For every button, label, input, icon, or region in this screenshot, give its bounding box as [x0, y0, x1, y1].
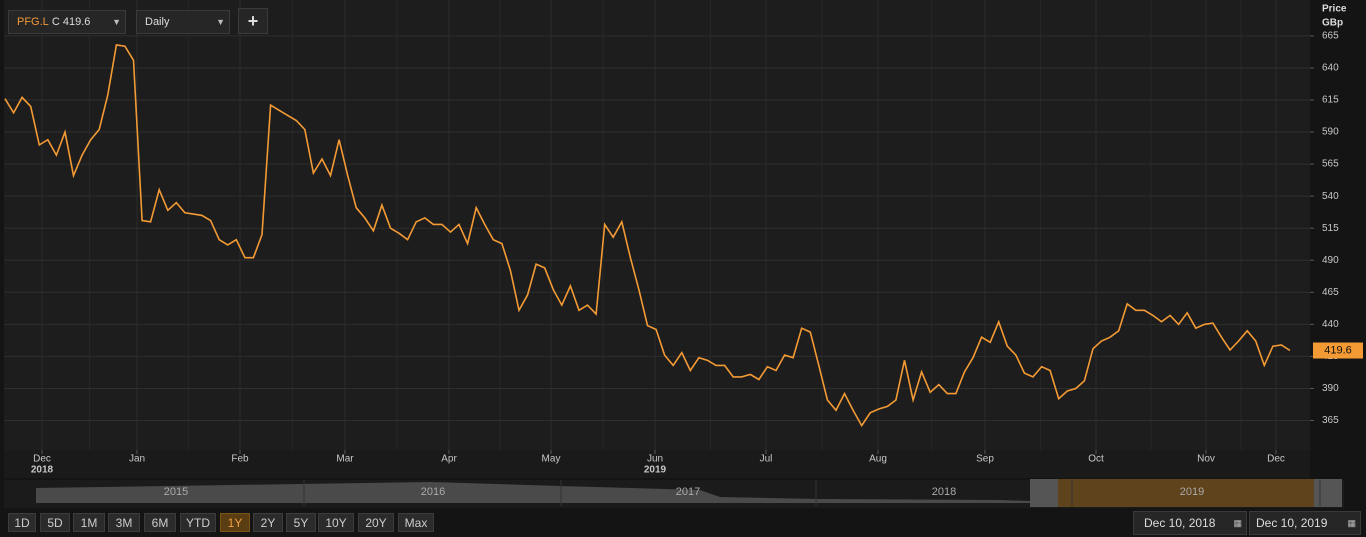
y-tick-label: 490 — [1322, 255, 1339, 266]
navigator-year: 2019 — [1180, 486, 1204, 498]
range-button[interactable]: 1D — [8, 513, 36, 532]
axis-title: GBp — [1322, 18, 1343, 29]
axis-title: Price — [1322, 4, 1347, 15]
navigator-area — [36, 482, 1030, 503]
navigator-year: 2018 — [932, 486, 956, 498]
x-tick-label: Jul — [760, 454, 773, 465]
range-button[interactable]: 10Y — [318, 513, 354, 532]
range-button[interactable]: 1M — [73, 513, 105, 532]
calendar-icon: ▦ — [1233, 517, 1242, 528]
y-tick-label: 465 — [1322, 287, 1339, 298]
x-tick-label: Feb — [231, 454, 249, 465]
interval: Daily — [145, 16, 170, 28]
close-prefix: C — [51, 16, 60, 28]
date-from[interactable]: Dec 10, 2018 ▦ — [1133, 511, 1247, 535]
y-tick-label: 590 — [1322, 127, 1339, 138]
date-to-text: Dec 10, 2019 — [1256, 516, 1328, 530]
symbol: PFG.L — [17, 16, 49, 28]
dropdown-arrow: ▼ — [216, 17, 225, 27]
x-tick-label: Jun — [647, 454, 663, 465]
add-label: + — [247, 10, 259, 31]
x-tick-label: Apr — [441, 454, 457, 465]
plot-area — [4, 0, 1310, 450]
add-button[interactable]: + — [238, 8, 268, 34]
symbol-box[interactable]: PFG.L C 419.6 ▼ — [8, 10, 126, 34]
x-tick-label: May — [542, 454, 561, 465]
range-button[interactable]: 3M — [108, 513, 140, 532]
price-line — [4, 43, 1291, 428]
navigator-handle[interactable] — [1030, 479, 1058, 507]
dropdown-arrow: ▼ — [112, 17, 121, 27]
y-tick-label: 515 — [1322, 223, 1339, 234]
navigator-year: 2015 — [164, 486, 188, 498]
last-price-tag — [1313, 342, 1363, 359]
x-tick-label: Jan — [129, 454, 145, 465]
y-tick-label: 565 — [1322, 159, 1339, 170]
y-tick-label: 365 — [1322, 415, 1339, 426]
close-value: 419.6 — [62, 16, 91, 28]
navigator-handle[interactable] — [1314, 479, 1342, 507]
navigator-years: 2015 2016 2017 2018 2019 — [164, 480, 1321, 506]
range-button[interactable]: 5D — [40, 513, 70, 532]
range-button[interactable]: 5Y — [286, 513, 316, 532]
range-button[interactable]: 6M — [144, 513, 176, 532]
y-tick-label: 615 — [1322, 95, 1339, 106]
x-tick-label: Sep — [976, 454, 994, 465]
navigator-year: 2016 — [421, 486, 445, 498]
x-axis-band — [4, 450, 1310, 478]
last-price-label: 419.6 — [1324, 344, 1352, 356]
range-button[interactable]: 20Y — [358, 513, 394, 532]
x-year-label: 2019 — [644, 465, 667, 476]
x-tick-label: Nov — [1197, 454, 1215, 465]
calendar-icon: ▦ — [1347, 517, 1356, 528]
date-from-text: Dec 10, 2018 — [1144, 516, 1216, 530]
navigator-selection[interactable] — [1030, 479, 1342, 507]
navigator-year: 2017 — [676, 486, 700, 498]
range-button[interactable]: YTD — [180, 513, 216, 532]
y-tick-label: 540 — [1322, 191, 1339, 202]
x-tick-label: Dec — [1267, 454, 1285, 465]
grid — [4, 0, 1310, 454]
y-tick-label: 665 — [1322, 31, 1339, 42]
range-button[interactable]: Max — [398, 513, 434, 532]
x-tick-label: Aug — [869, 454, 887, 465]
y-tick-label: 390 — [1322, 383, 1339, 394]
y-tick-label: 440 — [1322, 319, 1339, 330]
y-tick-label: 640 — [1322, 63, 1339, 74]
x-year-label: 2018 — [31, 465, 54, 476]
x-tick-label: Mar — [336, 454, 354, 465]
x-tick-label: Dec — [33, 454, 51, 465]
interval-box[interactable]: Daily ▼ — [136, 10, 230, 34]
range-button[interactable]: 2Y — [253, 513, 283, 532]
x-tick-label: Oct — [1088, 454, 1104, 465]
range-button[interactable]: 1Y — [220, 513, 250, 532]
date-to[interactable]: Dec 10, 2019 ▦ — [1249, 511, 1361, 535]
